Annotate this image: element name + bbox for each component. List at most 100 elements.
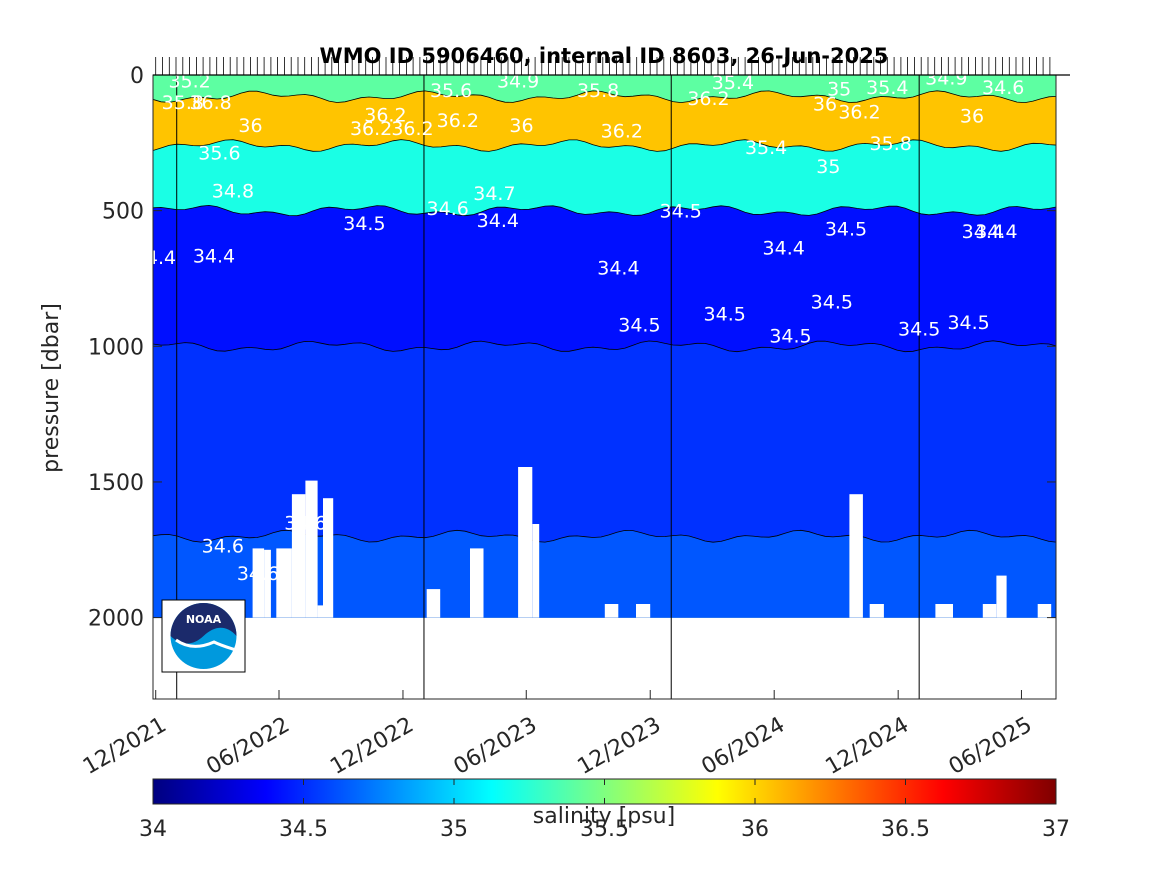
- x-tick-label: 12/2024: [822, 713, 914, 780]
- x-axis: 12/2021 06/2022 12/2022 06/2023 12/2023 06/20…: [79, 690, 1036, 780]
- colorbar-tick-label: 37: [1042, 817, 1070, 842]
- data-gap: [264, 549, 271, 618]
- contour-label: 36.2: [350, 118, 392, 140]
- x-tick-label: 06/2025: [945, 713, 1037, 780]
- contour-label: 35.6: [198, 142, 240, 164]
- y-tick-label: 1000: [88, 335, 144, 360]
- data-gap: [604, 604, 619, 618]
- x-tick-label: 12/2023: [574, 713, 666, 780]
- noaa-logo-text: NOAA: [186, 613, 222, 626]
- contour-label: 34.6: [284, 513, 326, 535]
- contour-label: 35.2: [168, 70, 210, 92]
- contour-label: 34.4: [134, 247, 176, 269]
- colorbar-tick-label: 35.5: [580, 817, 629, 842]
- contour-line: [153, 139, 1056, 152]
- x-tick-label: 12/2021: [79, 713, 171, 780]
- x-tick-label: 06/2024: [698, 713, 790, 780]
- contour-label: 36: [509, 115, 533, 137]
- contour-label: 34.5: [898, 319, 940, 341]
- data-gap: [291, 494, 306, 618]
- colorbar-ticks: 34 34.5 35 35.5 36 36.5 37: [139, 779, 1070, 842]
- y-tick-label: 2000: [88, 607, 144, 632]
- data-gap: [426, 589, 441, 618]
- data-gap: [849, 494, 863, 618]
- contour-label: 34.6: [202, 536, 244, 558]
- data-gap: [636, 604, 651, 618]
- contour-label: 34.9: [497, 70, 539, 92]
- contour-label: 35: [816, 156, 840, 178]
- data-gap: [935, 604, 953, 618]
- data-gap: [470, 548, 484, 618]
- contour-label: 36.2: [364, 104, 406, 126]
- x-tick-label: 06/2022: [202, 713, 294, 780]
- y-axis-label: pressure [dbar]: [39, 303, 64, 473]
- contour-label: 34.4: [597, 258, 639, 280]
- data-gap: [317, 605, 323, 618]
- contour-label: 34.5: [618, 315, 660, 337]
- y-tick-label: 0: [130, 64, 144, 89]
- contour-label: 35.4: [866, 77, 908, 99]
- contour-line: [153, 90, 1056, 104]
- contour-line: [153, 340, 1056, 353]
- data-gap: [982, 604, 997, 618]
- profile-ticks: [153, 57, 1070, 76]
- data-gap: [305, 480, 318, 618]
- contour-label: 34.4: [193, 245, 235, 267]
- contour-label: 36.2: [391, 118, 433, 140]
- contour-label: 34.6: [427, 198, 469, 220]
- contour-label: 36.2: [437, 110, 479, 132]
- colorbar-tick-label: 36: [741, 817, 769, 842]
- contour-label: 35.8: [870, 133, 912, 155]
- noaa-logo: NOAA: [161, 599, 246, 673]
- salinity-layers: [153, 75, 1056, 618]
- data-gap: [518, 467, 533, 618]
- data-gaps: [252, 467, 1052, 618]
- contour-label: 35.4: [712, 72, 754, 94]
- contour-lines: [153, 90, 1056, 543]
- contour-label: 35: [827, 79, 851, 101]
- contour-label: 34.5: [825, 218, 867, 240]
- data-gap: [996, 575, 1007, 618]
- contour-label: 34.5: [947, 312, 989, 334]
- contour-label: 34.4: [962, 221, 1004, 243]
- contour-label: 34.8: [212, 180, 254, 202]
- y-axis: 0 500 1000 1500 2000: [88, 64, 1056, 632]
- contour-label: 36.2: [687, 88, 729, 110]
- data-gap: [323, 498, 334, 618]
- colorbar-tick-label: 36.5: [881, 817, 930, 842]
- contour-label: 35.8: [577, 80, 619, 102]
- contour-label: 34.5: [769, 326, 811, 348]
- contour-label: 36.2: [838, 102, 880, 124]
- colorbar-label: salinity [psu]: [533, 804, 675, 829]
- data-gap: [532, 524, 540, 618]
- data-gap: [869, 604, 884, 618]
- colorbar: 34 34.5 35 35.5 36 36.5 37 salinity [psu]: [139, 778, 1070, 842]
- x-tick-label: 12/2022: [326, 713, 418, 780]
- contour-label: 36.2: [601, 121, 643, 143]
- data-gap: [276, 548, 292, 618]
- contour-label: 34.9: [925, 68, 967, 90]
- y-tick-label: 500: [102, 200, 144, 225]
- contour-line: [153, 204, 1056, 217]
- contour-label: 34.6: [237, 563, 279, 585]
- y-tick-label: 1500: [88, 471, 144, 496]
- contour-label: 35.4: [745, 137, 787, 159]
- contour-label: 34.4: [763, 237, 805, 259]
- contour-label: 34.6: [982, 77, 1024, 99]
- x-tick-label: 06/2023: [450, 713, 542, 780]
- colorbar-tick-label: 34: [139, 817, 167, 842]
- contour-label: 34.5: [343, 213, 385, 235]
- contour-label: 36: [813, 94, 837, 116]
- contour-label: 34.5: [660, 201, 702, 223]
- colorbar-tick-label: 35: [440, 817, 468, 842]
- contour-label: 36: [238, 115, 262, 137]
- contour-label: 36.8: [189, 92, 231, 114]
- contour-label: 36: [960, 106, 984, 128]
- contour-label: 34.7: [473, 183, 515, 205]
- contour-label: 34.5: [704, 304, 746, 326]
- data-gap: [252, 548, 265, 618]
- data-gap: [1037, 604, 1052, 618]
